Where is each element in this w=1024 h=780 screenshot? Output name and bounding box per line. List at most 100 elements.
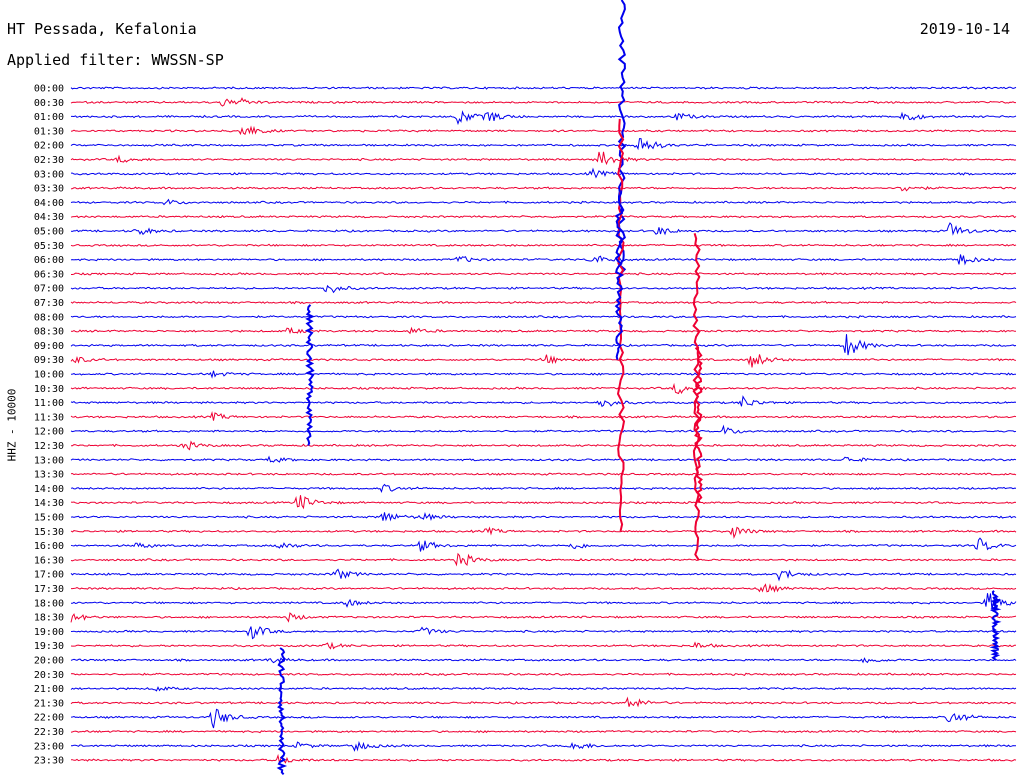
trace-line — [70, 97, 1016, 107]
trace-line — [70, 186, 1017, 192]
trace-line — [70, 672, 1017, 677]
time-tick-label: 17:00 — [34, 570, 64, 581]
time-tick-label: 16:30 — [34, 555, 64, 566]
trace-line — [70, 243, 1017, 247]
trace-line — [70, 151, 1017, 166]
trace-line — [71, 740, 1016, 752]
time-tick-label: 04:30 — [34, 212, 64, 223]
trace-line — [70, 537, 1017, 552]
time-tick-label: 19:30 — [34, 641, 64, 652]
quake-spike — [989, 590, 1003, 661]
trace-line — [70, 300, 1017, 305]
time-tick-label: 14:30 — [34, 498, 64, 509]
time-tick-label: 21:30 — [34, 698, 64, 709]
time-tick-label: 00:30 — [34, 98, 64, 109]
time-tick-label: 02:30 — [34, 155, 64, 166]
time-tick-label: 09:30 — [34, 355, 64, 366]
trace-lines — [70, 0, 1017, 776]
quake-spike — [692, 233, 701, 561]
trace-line — [70, 657, 1017, 664]
time-tick-label: 22:00 — [34, 713, 64, 724]
time-tick-label: 21:00 — [34, 684, 64, 695]
trace-line — [70, 526, 1017, 539]
quake-spike — [614, 190, 625, 360]
trace-line — [70, 334, 1017, 356]
time-tick-label: 08:00 — [34, 312, 64, 323]
time-tick-label: 11:30 — [34, 412, 64, 423]
trace-line — [70, 314, 1017, 319]
time-tick-label: 06:00 — [34, 255, 64, 266]
time-tick-label: 09:00 — [34, 341, 64, 352]
trace-line — [70, 382, 1017, 395]
time-tick-label: 02:00 — [34, 141, 64, 152]
trace-line — [71, 440, 1017, 451]
trace-line — [70, 729, 1017, 734]
trace-line — [70, 138, 1017, 151]
time-tick-label: 22:30 — [34, 727, 64, 738]
quake-spike — [694, 347, 703, 504]
time-tick-labels: 00:00 00:30 01:00 01:30 02:00 02:30 03:00 03:30… — [34, 84, 64, 767]
trace-line — [71, 110, 1017, 126]
trace-line — [70, 593, 1017, 610]
trace-line — [70, 495, 1017, 510]
time-tick-label: 05:00 — [34, 227, 64, 238]
time-tick-label: 18:00 — [34, 598, 64, 609]
time-tick-label: 16:00 — [34, 541, 64, 552]
station-title: HT Pessada, Kefalonia — [7, 20, 197, 38]
trace-line — [70, 222, 1017, 236]
time-tick-label: 13:00 — [34, 455, 64, 466]
trace-line — [71, 167, 1017, 179]
trace-line — [70, 370, 1016, 379]
time-tick-label: 20:00 — [34, 656, 64, 667]
time-tick-label: 07:00 — [34, 284, 64, 295]
trace-line — [71, 583, 1017, 593]
trace-line — [70, 641, 1017, 650]
trace-line — [70, 215, 1017, 219]
time-tick-label: 03:30 — [34, 184, 64, 195]
time-tick-label: 00:00 — [34, 84, 64, 95]
trace-line — [70, 483, 1017, 493]
time-tick-label: 06:30 — [34, 269, 64, 280]
time-tick-label: 15:30 — [34, 527, 64, 538]
date-label: 2019-10-14 — [919, 20, 1010, 38]
trace-line — [70, 125, 1017, 136]
trace-line — [70, 512, 1017, 522]
time-tick-label: 04:00 — [34, 198, 64, 209]
time-tick-label: 11:00 — [34, 398, 64, 409]
trace-line — [70, 424, 1017, 435]
trace-line — [70, 686, 1017, 692]
time-tick-label: 20:30 — [34, 670, 64, 681]
trace-line — [70, 612, 1017, 623]
trace-line — [70, 552, 1017, 567]
trace-line — [70, 455, 1017, 463]
trace-line — [71, 753, 1017, 765]
trace-line — [70, 472, 1017, 476]
time-tick-label: 05:30 — [34, 241, 64, 252]
trace-line — [70, 708, 1017, 729]
time-tick-label: 14:00 — [34, 484, 64, 495]
time-tick-label: 10:30 — [34, 384, 64, 395]
filter-label: Applied filter: WWSSN-SP — [7, 51, 224, 69]
time-tick-label: 15:00 — [34, 513, 64, 524]
time-tick-label: 17:30 — [34, 584, 64, 595]
time-tick-label: 18:30 — [34, 613, 64, 624]
time-tick-label: 08:30 — [34, 327, 64, 338]
time-tick-label: 01:30 — [34, 126, 64, 137]
trace-line — [70, 354, 1017, 368]
time-tick-label: 03:00 — [34, 169, 64, 180]
time-tick-label: 12:30 — [34, 441, 64, 452]
time-tick-label: 12:00 — [34, 427, 64, 438]
trace-line — [70, 326, 1016, 335]
trace-line — [70, 395, 1017, 408]
trace-line — [71, 272, 1017, 276]
time-tick-label: 13:30 — [34, 470, 64, 481]
time-tick-label: 07:30 — [34, 298, 64, 309]
trace-line — [70, 626, 1017, 640]
trace-line — [70, 410, 1017, 421]
time-tick-label: 23:00 — [34, 741, 64, 752]
trace-line — [70, 696, 1017, 708]
time-tick-label: 01:00 — [34, 112, 64, 123]
trace-line — [70, 284, 1017, 294]
trace-line — [70, 568, 1017, 582]
